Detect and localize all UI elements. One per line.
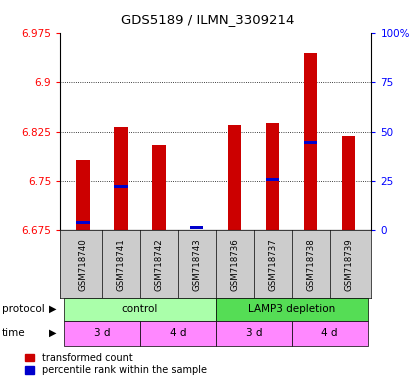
Bar — [76, 221, 90, 224]
Text: 3 d: 3 d — [246, 328, 262, 338]
FancyBboxPatch shape — [292, 321, 368, 346]
Text: GSM718741: GSM718741 — [116, 238, 125, 291]
Bar — [228, 125, 242, 230]
Text: protocol: protocol — [2, 304, 45, 314]
Text: ▶: ▶ — [49, 304, 56, 314]
Legend: transformed count, percentile rank within the sample: transformed count, percentile rank withi… — [22, 349, 211, 379]
FancyBboxPatch shape — [64, 321, 140, 346]
FancyBboxPatch shape — [140, 321, 216, 346]
Text: LAMP3 depletion: LAMP3 depletion — [248, 304, 335, 314]
Bar — [304, 141, 317, 144]
Text: GSM718739: GSM718739 — [344, 238, 353, 291]
Text: 4 d: 4 d — [322, 328, 338, 338]
Text: GSM718743: GSM718743 — [192, 238, 201, 291]
FancyBboxPatch shape — [64, 298, 216, 321]
Text: 4 d: 4 d — [170, 328, 186, 338]
Bar — [304, 53, 317, 230]
Bar — [76, 160, 90, 230]
Text: 3 d: 3 d — [94, 328, 110, 338]
Bar — [228, 231, 242, 234]
FancyBboxPatch shape — [216, 321, 292, 346]
Text: time: time — [2, 328, 26, 338]
Bar — [190, 230, 203, 232]
Bar — [152, 231, 166, 234]
Bar — [342, 231, 355, 234]
Text: GSM718737: GSM718737 — [268, 238, 277, 291]
Bar — [114, 127, 127, 230]
Bar — [266, 123, 279, 230]
Text: GDS5189 / ILMN_3309214: GDS5189 / ILMN_3309214 — [121, 13, 294, 26]
Text: GSM718736: GSM718736 — [230, 238, 239, 291]
FancyBboxPatch shape — [216, 298, 368, 321]
Bar — [152, 145, 166, 230]
Text: GSM718738: GSM718738 — [306, 238, 315, 291]
Bar — [266, 178, 279, 181]
Bar — [114, 185, 127, 188]
Bar — [190, 226, 203, 229]
Bar — [342, 136, 355, 230]
Text: GSM718740: GSM718740 — [78, 238, 88, 291]
Text: GSM718742: GSM718742 — [154, 238, 164, 291]
Text: ▶: ▶ — [49, 328, 56, 338]
Text: control: control — [122, 304, 158, 314]
